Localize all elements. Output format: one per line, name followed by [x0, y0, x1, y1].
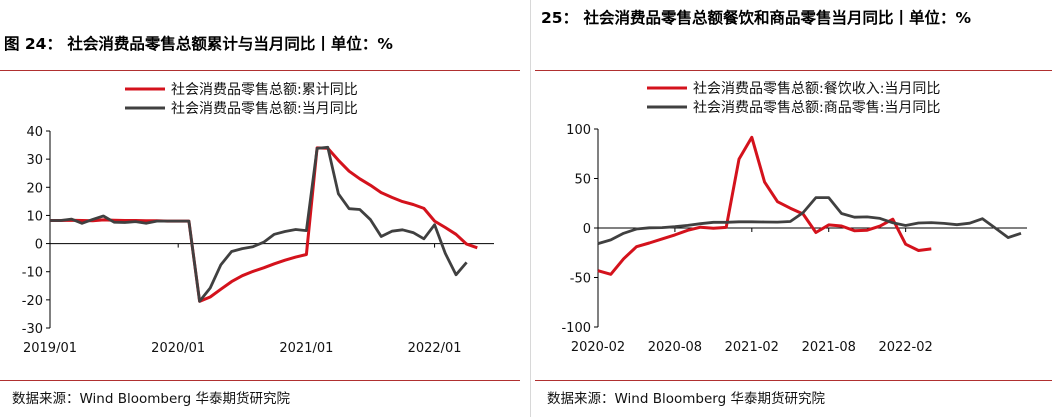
series-line-1: [597, 196, 1022, 245]
footer-rule: [0, 380, 520, 381]
chart-title: 25： 社会消费品零售总额餐饮和商品零售当月同比丨单位：%: [541, 9, 971, 27]
y-tick-label: -20: [22, 294, 43, 309]
y-tick-label: -100: [561, 321, 591, 336]
x-tick-label: 2020-02: [571, 340, 625, 355]
source-note: 数据来源：Wind Bloomberg 华泰期货研究院: [547, 391, 825, 407]
chart-panel-retail-cumulative: 图 24： 社会消费品零售总额累计与当月同比丨单位：% 社会消费品零售总额:累计…: [0, 0, 520, 417]
series-line-0: [50, 146, 478, 303]
series-line-1: [50, 145, 468, 303]
legend-label-0: 社会消费品零售总额:餐饮收入:当月同比: [693, 81, 940, 97]
y-tick-label: -10: [22, 266, 43, 281]
y-tick-label: 10: [26, 209, 43, 224]
legend-label-1: 社会消费品零售总额:当月同比: [171, 101, 358, 117]
x-tick-label: 2021-08: [802, 340, 856, 355]
y-tick-label: 0: [35, 238, 43, 253]
chart-panel-dining-goods: 25： 社会消费品零售总额餐饮和商品零售当月同比丨单位：% 社会消费品零售总额:…: [535, 0, 1052, 417]
footer-rule: [535, 380, 1052, 381]
title-rule: [0, 70, 520, 71]
y-tick-label: 40: [26, 125, 43, 140]
y-tick-label: 50: [574, 173, 591, 188]
x-tick-label: 2021-02: [725, 340, 779, 355]
x-tick-label: 2020/01: [151, 341, 205, 356]
x-tick-label: 2019/01: [23, 341, 77, 356]
y-tick-label: 100: [566, 123, 591, 138]
source-note: 数据来源：Wind Bloomberg 华泰期货研究院: [12, 391, 290, 407]
legend-label-1: 社会消费品零售总额:商品零售:当月同比: [693, 100, 940, 116]
legend-label-0: 社会消费品零售总额:累计同比: [171, 82, 358, 98]
x-tick-label: 2021/01: [279, 341, 333, 356]
y-tick-label: -50: [570, 272, 591, 287]
y-tick-label: 30: [26, 153, 43, 168]
series-line-0: [597, 135, 932, 276]
y-tick-label: 20: [26, 181, 43, 196]
x-tick-label: 2022/01: [408, 341, 462, 356]
panel-divider: [530, 0, 531, 417]
x-tick-label: 2022-02: [878, 340, 932, 355]
chart-title: 图 24： 社会消费品零售总额累计与当月同比丨单位：%: [4, 35, 393, 53]
y-tick-label: 0: [583, 222, 591, 237]
title-rule: [535, 70, 1052, 71]
y-tick-label: -30: [22, 322, 43, 337]
x-tick-label: 2020-08: [648, 340, 702, 355]
